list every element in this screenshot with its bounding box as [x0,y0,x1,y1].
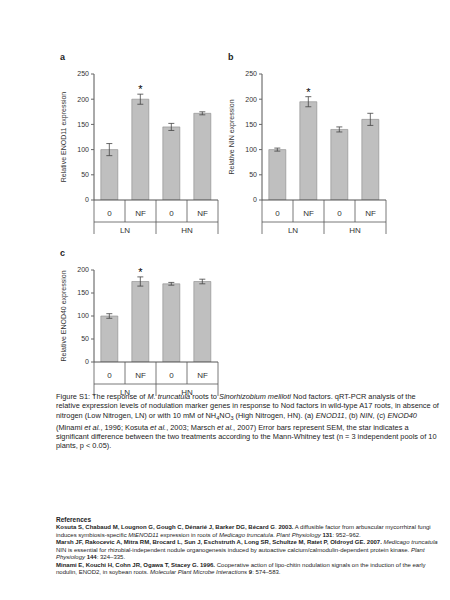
svg-text:0: 0 [253,196,257,203]
svg-text:LN: LN [120,226,130,234]
svg-text:0: 0 [337,209,342,218]
svg-text:100: 100 [77,312,89,319]
svg-text:Relative ENOD40 expression: Relative ENOD40 expression [60,270,68,361]
svg-text:0: 0 [169,371,174,380]
svg-text:NF: NF [197,371,208,380]
svg-text:NF: NF [197,209,208,218]
svg-text:250: 250 [245,70,257,77]
svg-text:150: 150 [77,121,89,128]
svg-text:HN: HN [181,226,193,234]
svg-text:0: 0 [169,209,174,218]
svg-text:50: 50 [249,171,257,178]
svg-text:0: 0 [85,196,89,203]
svg-text:0: 0 [107,209,112,218]
svg-text:*: * [138,83,143,95]
svg-text:100: 100 [245,146,257,153]
svg-text:100: 100 [77,146,89,153]
html-text:Kosuta S, Chabaud M, Lougnon G: Kosuta S, Chabaud M, Lougnon G, Gough C,… [56,524,431,538]
svg-text:*: * [306,86,311,98]
html-text:NIN is essential for rhizobial: NIN is essential for rhizobial-independe… [56,546,425,561]
svg-text:50: 50 [81,335,89,342]
html-text:(Minami et al., 1996; Kosuta e: (Minami et al., 1996; Kosuta et al., 200… [56,422,437,451]
svg-text:150: 150 [245,121,257,128]
svg-text:150: 150 [77,289,89,296]
svg-text:0: 0 [85,358,89,365]
svg-text:NF: NF [135,209,146,218]
svg-text:0: 0 [275,209,280,218]
svg-text:HN: HN [349,226,361,234]
html-text:c: c [60,248,65,258]
svg-text:Relative ENOD11 expression: Relative ENOD11 expression [60,92,68,183]
svg-text:200: 200 [77,266,89,273]
svg-text:50: 50 [81,171,89,178]
svg-text:NF: NF [365,209,376,218]
svg-text:200: 200 [245,96,257,103]
svg-text:200: 200 [77,96,89,103]
html-text:Figure S1: The response of M.: Figure S1: The response of M. truncatula… [56,392,439,422]
html-text:References: References [56,516,92,523]
html-text:b: b [228,52,234,62]
svg-text:*: * [138,266,143,278]
svg-text:NF: NF [135,371,146,380]
svg-text:250: 250 [77,70,89,77]
svg-text:NF: NF [303,209,314,218]
svg-text:0: 0 [107,371,112,380]
html-text:a: a [60,52,65,62]
svg-text:LN: LN [288,226,298,234]
svg-text:Relative NIN expression: Relative NIN expression [228,99,236,174]
html-text:Minami E, Kouchi H, Cohn JR, O: Minami E, Kouchi H, Cohn JR, Ogawa T, St… [56,561,426,576]
html-text:Marsh JF, Rakocevic A, Mitra R: Marsh JF, Rakocevic A, Mitra RM, Brocard… [56,539,438,546]
